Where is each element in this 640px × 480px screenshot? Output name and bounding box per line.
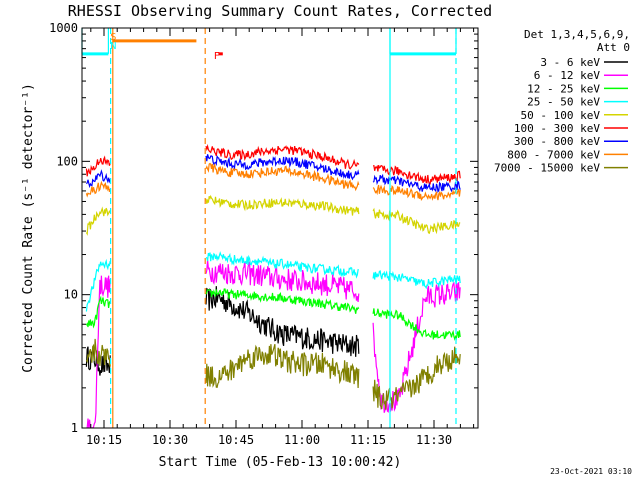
y-axis-label: Corrected Count Rate (s⁻¹ detector⁻¹) — [21, 83, 36, 373]
x-tick-label: 10:30 — [152, 433, 188, 447]
legend-label-3: 25 - 50 keV — [527, 96, 600, 109]
series-line-7 — [85, 162, 461, 201]
annotation-s: S — [110, 32, 116, 43]
legend-header-line-1: Det 1,3,4,5,6,9, — [524, 28, 630, 41]
legend-label-5: 100 - 300 keV — [514, 122, 600, 135]
y-tick-label: 100 — [56, 154, 78, 168]
legend-label-8: 7000 - 15000 keV — [494, 162, 600, 175]
legend-label-7: 800 - 7000 keV — [507, 148, 600, 161]
y-tick-label: 1000 — [49, 21, 78, 35]
legend-label-1: 6 - 12 keV — [534, 69, 601, 82]
series-line-3 — [85, 251, 461, 312]
x-tick-label: 10:15 — [86, 433, 122, 447]
x-tick-label: 10:45 — [218, 433, 254, 447]
legend-label-0: 3 - 6 keV — [540, 56, 600, 69]
series-line-1 — [86, 260, 461, 429]
annotation-n: N — [110, 41, 116, 52]
series-line-6 — [85, 154, 461, 193]
annotation-f: F — [214, 51, 220, 62]
series-line-5 — [85, 143, 461, 185]
legend-header-line-2: Att 0 — [597, 41, 630, 54]
series-line-2 — [85, 288, 461, 341]
legend-label-2: 12 - 25 keV — [527, 82, 600, 95]
chart-title: RHESSI Observing Summary Count Rates, Co… — [68, 2, 492, 20]
plot-frame — [81, 27, 479, 429]
x-tick-label: 11:00 — [284, 433, 320, 447]
generated-timestamp: 23-Oct-2021 03:10 — [550, 467, 632, 476]
series-line-4 — [85, 194, 461, 236]
x-tick-label: 11:30 — [416, 433, 452, 447]
y-tick-label: 1 — [71, 421, 78, 435]
legend-label-4: 50 - 100 keV — [521, 109, 601, 122]
plot-area: SN F 1 10 100 1000 10:15 10:30 10:45 11:00 11:15 11… — [49, 21, 479, 447]
y-tick-label: 10 — [64, 288, 78, 302]
x-axis-label: Start Time (05-Feb-13 10:00:42) — [159, 455, 402, 470]
legend-label-6: 300 - 800 keV — [514, 135, 600, 148]
x-tick-label: 11:15 — [350, 433, 386, 447]
series-line-8 — [85, 338, 461, 410]
